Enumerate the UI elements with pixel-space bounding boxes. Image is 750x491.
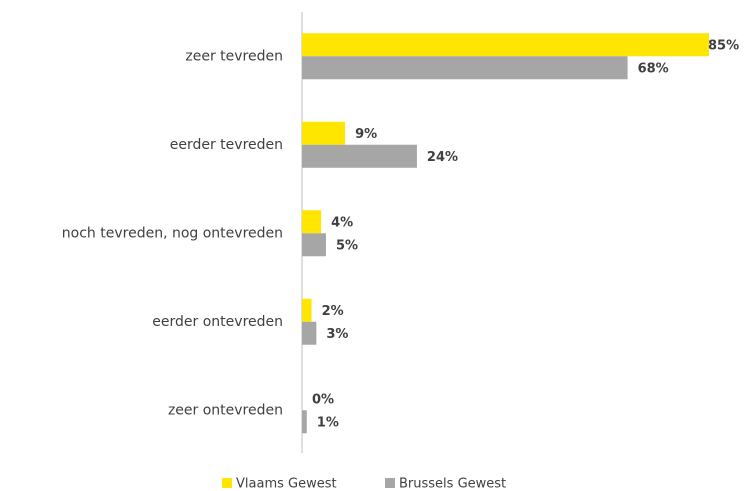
bar [302, 210, 322, 234]
legend-label: Brussels Gewest [399, 477, 506, 491]
bar [302, 298, 312, 322]
category-label: noch tevreden, nog ontevreden [62, 225, 283, 241]
bar [302, 33, 709, 57]
bar [302, 321, 317, 345]
data-label: 0% [312, 392, 334, 407]
bar [302, 121, 346, 145]
bar [302, 56, 628, 80]
legend-swatch [385, 478, 395, 488]
data-label: 2% [322, 304, 344, 319]
data-label: 3% [326, 327, 348, 342]
category-label: zeer tevreden [185, 48, 283, 64]
legend-swatch [222, 478, 232, 488]
category-label: eerder tevreden [170, 137, 283, 153]
data-label: 1% [317, 415, 339, 430]
legend-label: Vlaams Gewest [236, 477, 337, 491]
category-label: eerder ontevreden [152, 314, 283, 330]
bar [302, 144, 417, 168]
data-label: 9% [355, 127, 377, 142]
data-label: 85% [708, 38, 739, 53]
data-label: 5% [336, 238, 358, 253]
category-label: zeer ontevreden [168, 402, 283, 418]
bar [302, 233, 326, 257]
bar [302, 410, 307, 434]
data-label: 68% [638, 61, 669, 76]
data-label: 4% [331, 215, 353, 230]
data-label: 24% [427, 150, 458, 165]
